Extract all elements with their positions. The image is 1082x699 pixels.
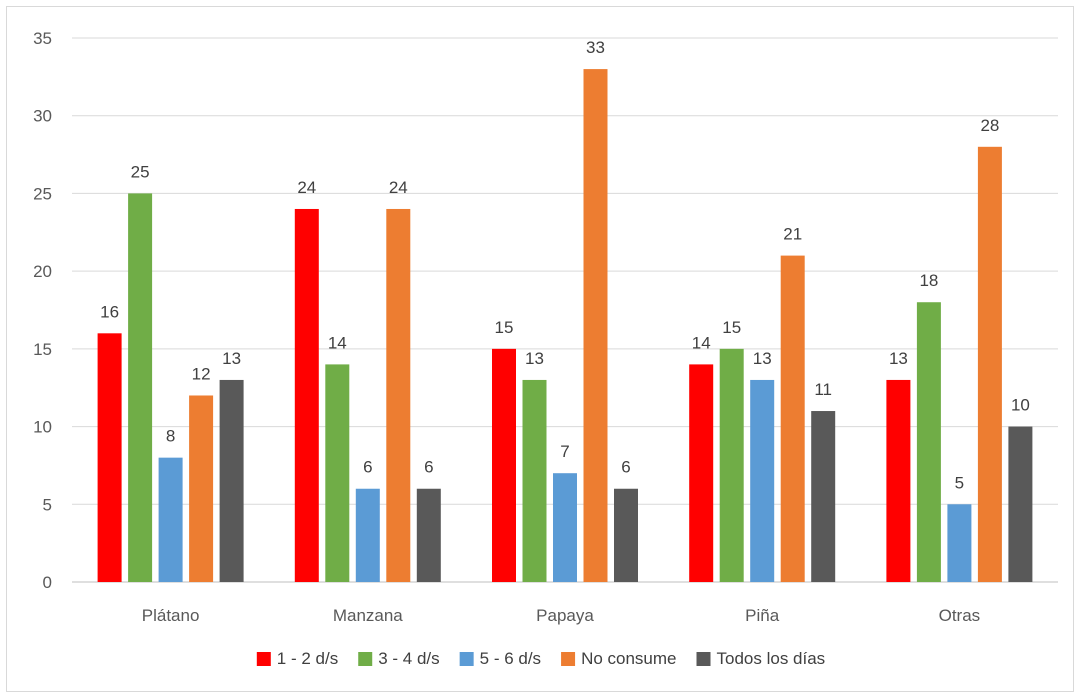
y-tick-label: 10 — [33, 418, 52, 437]
x-tick-label: Papaya — [536, 606, 594, 625]
bar — [719, 348, 744, 582]
data-label: 13 — [753, 349, 772, 368]
bar — [689, 364, 714, 582]
x-tick-label: Otras — [939, 606, 981, 625]
data-label: 33 — [586, 38, 605, 57]
bar — [614, 488, 638, 582]
data-label: 13 — [889, 349, 908, 368]
legend-item: 3 - 4 d/s — [358, 649, 440, 668]
x-tick-label: Plátano — [142, 606, 200, 625]
bar — [811, 411, 836, 582]
legend-label: Todos los días — [717, 649, 826, 668]
legend-swatch — [358, 652, 373, 666]
x-tick-label: Manzana — [333, 606, 403, 625]
bar — [355, 488, 380, 582]
bar — [97, 333, 122, 582]
legend-swatch — [459, 652, 474, 666]
data-label: 6 — [621, 458, 630, 477]
bar — [158, 457, 183, 582]
data-label: 25 — [131, 162, 150, 181]
data-label: 28 — [980, 116, 999, 135]
y-tick-label: 35 — [33, 29, 52, 48]
data-label: 12 — [192, 364, 211, 383]
bar — [750, 379, 775, 582]
bar — [553, 473, 577, 582]
data-label: 13 — [525, 349, 544, 368]
y-tick-label: 20 — [33, 262, 52, 281]
data-labels: 16 25 8 12 13 24 14 6 24 6 15 13 7 33 6 14 15 13 21 11 13 18 5… — [100, 38, 1030, 492]
bar — [1008, 426, 1033, 582]
legend-item: 1 - 2 d/s — [256, 649, 338, 668]
x-tick-label: Piña — [745, 606, 780, 625]
bar — [522, 379, 547, 582]
data-label: 6 — [363, 458, 372, 477]
data-label: 21 — [783, 225, 802, 244]
data-label: 24 — [389, 178, 408, 197]
data-label: 10 — [1011, 396, 1030, 415]
legend-label: 1 - 2 d/s — [277, 649, 338, 668]
y-tick-label: 15 — [33, 340, 52, 359]
bar — [977, 146, 1002, 583]
data-label: 16 — [100, 302, 119, 321]
data-label: 13 — [222, 349, 241, 368]
legend-item: Todos los días — [696, 649, 826, 668]
legend: 1 - 2 d/s 3 - 4 d/s 5 - 6 d/s No consume Tod… — [256, 649, 826, 668]
bar — [386, 208, 411, 582]
x-axis-ticks: Plátano Manzana Papaya Piña Otras — [142, 606, 980, 625]
bar — [916, 302, 941, 582]
data-label: 14 — [328, 333, 347, 352]
bar — [294, 208, 319, 582]
bar — [583, 69, 608, 583]
legend-item: No consume — [561, 649, 677, 668]
data-label: 24 — [297, 178, 316, 197]
data-label: 6 — [424, 458, 433, 477]
y-tick-label: 25 — [33, 184, 52, 203]
data-label: 8 — [166, 427, 175, 446]
bar — [416, 488, 441, 582]
legend-label: No consume — [581, 649, 676, 668]
legend-swatch — [256, 652, 271, 666]
y-tick-label: 30 — [33, 107, 52, 126]
y-axis-ticks: 0 5 10 15 20 25 30 35 — [33, 29, 52, 592]
bar — [947, 504, 972, 582]
legend-swatch — [696, 652, 711, 666]
bar — [780, 255, 805, 582]
bar — [325, 364, 350, 582]
legend-item: 5 - 6 d/s — [459, 649, 541, 668]
data-label: 5 — [955, 473, 964, 492]
data-label: 15 — [495, 318, 514, 337]
y-tick-label: 0 — [43, 573, 52, 592]
legend-swatch — [561, 652, 576, 666]
bars — [97, 69, 1033, 583]
data-label: 14 — [692, 333, 711, 352]
data-label: 11 — [814, 380, 832, 399]
data-label: 7 — [560, 442, 569, 461]
bar — [128, 193, 153, 582]
bar — [492, 348, 516, 582]
data-label: 15 — [722, 318, 741, 337]
legend-label: 5 - 6 d/s — [480, 649, 541, 668]
bar — [886, 379, 911, 582]
data-label: 18 — [919, 271, 938, 290]
bar — [219, 379, 244, 582]
y-tick-label: 5 — [43, 495, 52, 514]
bar — [189, 395, 214, 582]
legend-label: 3 - 4 d/s — [378, 649, 439, 668]
